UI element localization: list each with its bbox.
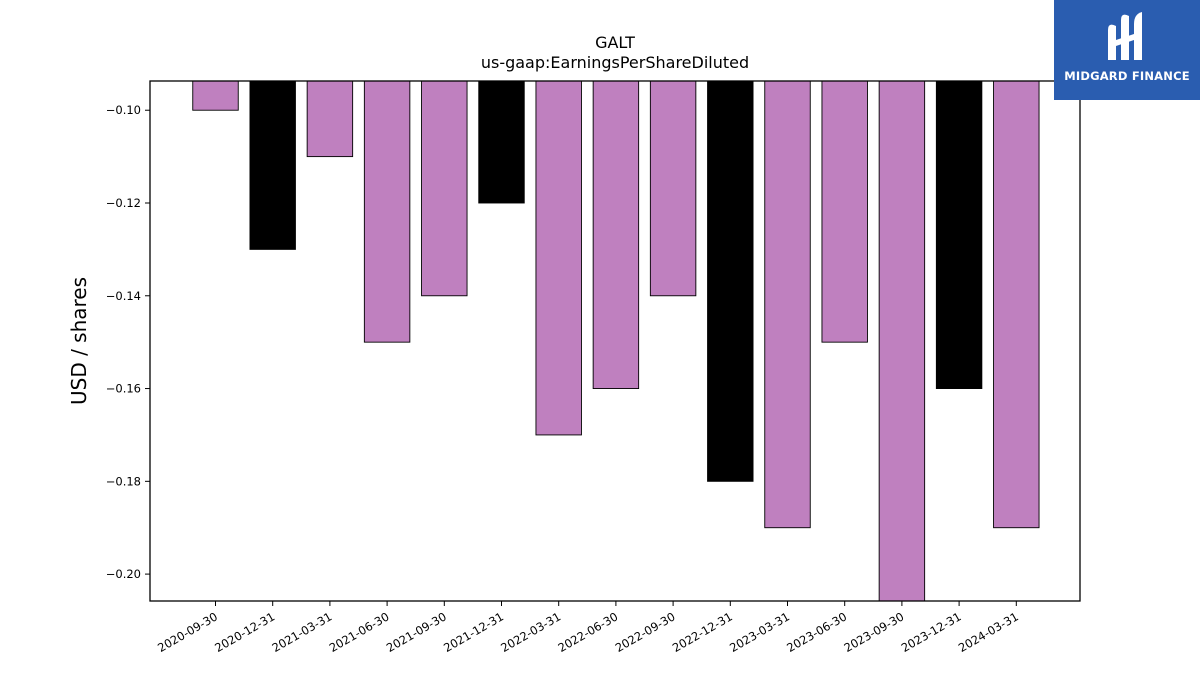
bar-2022-03-31 [535,80,582,436]
y-tick-label: −0.14 [106,289,141,303]
x-tick-label: 2022-12-31 [670,609,735,655]
x-tick-label: 2020-09-30 [155,609,220,655]
y-tick-label: −0.12 [106,196,141,210]
bar-2021-03-31 [306,80,354,158]
bar-2021-12-31 [478,80,525,204]
y-tick-label: −0.20 [106,567,141,581]
y-tick-label: −0.10 [106,103,141,117]
x-tick-label: 2021-03-31 [270,609,335,655]
bar-2023-12-31 [935,80,983,389]
bar-2023-06-30 [821,80,868,343]
logo-text: MIDGARD FINANCE [1064,69,1190,83]
x-tick-label: 2022-03-31 [498,609,563,655]
bar-2023-03-31 [764,80,811,529]
bar-2024-03-31 [993,80,1040,529]
bar-2022-06-30 [592,80,640,389]
chart-title: GALT [595,33,635,52]
x-tick-label: 2021-09-30 [384,609,449,655]
bar-2022-12-31 [707,80,754,482]
x-tick-label: 2023-09-30 [842,609,907,655]
x-tick-label: 2023-03-31 [727,609,792,655]
bar-2021-09-30 [421,80,468,297]
y-axis-label: USD / shares [67,277,91,405]
x-tick-label: 2024-03-31 [956,609,1021,655]
y-tick-label: −0.18 [106,474,141,488]
midgard-finance-logo: MIDGARD FINANCE [1054,0,1200,100]
chart-subtitle: us-gaap:EarningsPerShareDiluted [481,53,749,72]
x-tick-label: 2021-12-31 [441,609,506,655]
x-tick-label: 2023-06-30 [784,609,849,655]
x-tick-label: 2023-12-31 [899,609,964,655]
x-tick-label: 2022-09-30 [613,609,678,655]
plot-frame [149,80,1081,602]
y-tick-label: −0.16 [106,382,141,396]
bar-2023-09-30 [878,80,926,602]
bar-2021-06-30 [363,80,411,343]
bar-2020-12-31 [249,80,296,250]
bar-2022-09-30 [649,80,697,297]
x-tick-label: 2021-06-30 [327,609,392,655]
bar-2020-09-30 [192,80,239,111]
logo-mark-icon [1108,12,1142,61]
x-tick-label: 2022-06-30 [556,609,621,655]
x-tick-label: 2020-12-31 [212,609,277,655]
